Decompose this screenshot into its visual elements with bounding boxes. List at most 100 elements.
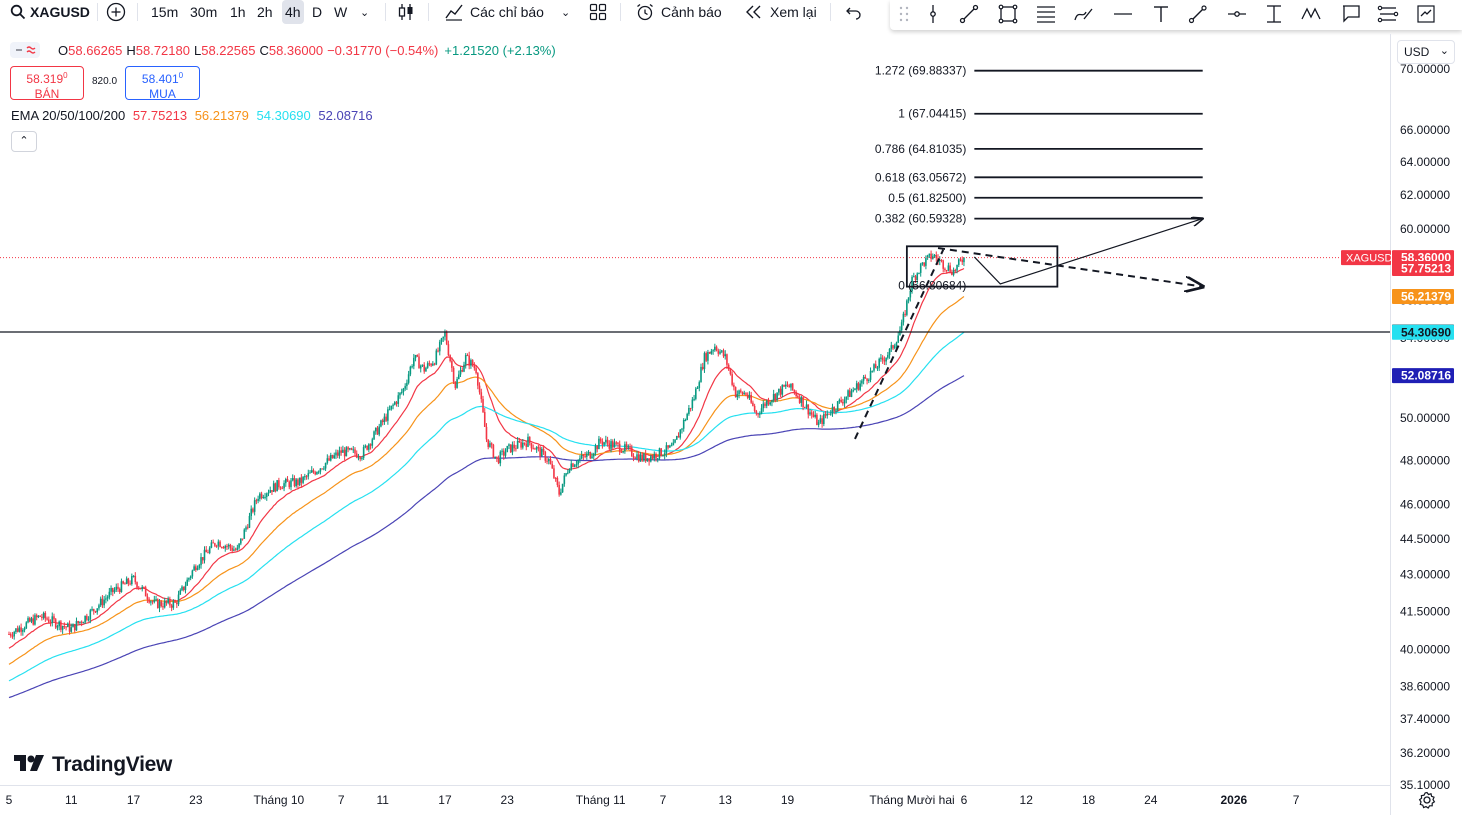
candle xyxy=(598,435,600,450)
long-position-tool-icon[interactable] xyxy=(1415,3,1437,25)
vertical-line-tool-icon[interactable] xyxy=(922,3,944,25)
replay-button[interactable]: Xem lại xyxy=(744,0,817,24)
candle-body xyxy=(404,386,406,389)
candle-body xyxy=(272,483,275,492)
candle-body xyxy=(945,269,948,271)
candle xyxy=(350,447,353,451)
callout-tool-icon[interactable] xyxy=(1340,3,1362,25)
candle-body xyxy=(561,483,564,493)
undo-button[interactable] xyxy=(845,0,863,24)
candle-body xyxy=(629,446,631,448)
candle-body xyxy=(483,412,486,427)
fib-retracement-tool-icon[interactable] xyxy=(1035,3,1057,25)
candle-body xyxy=(489,443,491,447)
candle xyxy=(207,549,209,554)
candle-body xyxy=(432,363,434,366)
collapse-legend-button[interactable]: ⌃ xyxy=(11,131,37,152)
candle xyxy=(478,382,481,395)
interval-dropdown-chevron-icon[interactable]: ⌄ xyxy=(360,6,370,19)
candle-body xyxy=(402,388,405,392)
ema100-tag-bg xyxy=(1392,324,1454,340)
fib-channel-tool-icon[interactable] xyxy=(1377,3,1399,25)
candle xyxy=(497,455,500,465)
indicators-dropdown-chevron-icon[interactable]: ⌄ xyxy=(561,6,571,19)
candle xyxy=(852,387,855,393)
candle-body xyxy=(594,445,597,454)
candle xyxy=(20,623,22,636)
candle xyxy=(80,620,83,627)
candle-body xyxy=(527,436,529,447)
candle xyxy=(324,462,327,472)
candle xyxy=(522,438,524,450)
candle-body xyxy=(200,557,202,566)
price-axis[interactable]: 35.10000 36.20000 37.40000 38.60000 40.00000… xyxy=(1400,62,1450,792)
chart-settings-button[interactable] xyxy=(1417,790,1437,810)
candle-body xyxy=(257,498,259,501)
text-tool-icon[interactable] xyxy=(1150,3,1172,25)
rectangle-tool-icon[interactable] xyxy=(997,3,1019,25)
candle-body xyxy=(368,444,370,450)
candle-body xyxy=(27,618,29,623)
legend-toggle-icon[interactable] xyxy=(10,42,40,58)
interval-30m[interactable]: 30m xyxy=(190,4,218,20)
interval-15m[interactable]: 15m xyxy=(151,4,179,20)
candle-body xyxy=(956,264,958,271)
candle-body xyxy=(741,391,744,395)
fib-label-0-618: 0.618 (63.05672) xyxy=(875,170,966,184)
horizontal-line[interactable] xyxy=(0,257,1390,333)
candle xyxy=(41,613,43,621)
pattern-tool-icon[interactable] xyxy=(1300,3,1322,25)
interval-4h[interactable]: 4h xyxy=(282,0,304,24)
candle xyxy=(928,253,931,258)
candle-type-button[interactable] xyxy=(397,0,415,24)
interval-w[interactable]: W xyxy=(334,4,348,20)
horizontal-ray-tool-icon[interactable] xyxy=(1112,3,1134,25)
candle-body xyxy=(464,355,467,365)
drawings[interactable]: 1.272 (69.88337) 1 (67.04415) 0.786 (64.81… xyxy=(854,64,1203,440)
layouts-button[interactable] xyxy=(589,0,607,24)
candle xyxy=(321,468,323,470)
add-symbol-button[interactable] xyxy=(106,0,126,24)
candle-body xyxy=(627,446,630,448)
sell-button[interactable]: 58.3190 BÁN xyxy=(10,66,84,101)
buy-button[interactable]: 58.4010 MUA xyxy=(125,66,200,101)
currency-select[interactable]: USD ⌄ xyxy=(1397,40,1455,64)
horizontal-line-tool-icon[interactable] xyxy=(1226,3,1248,25)
candle xyxy=(184,581,187,594)
candle-body xyxy=(174,601,176,603)
candle xyxy=(63,622,66,629)
indicators-button[interactable]: Các chỉ báo xyxy=(444,0,544,24)
symbol-search-button[interactable]: XAGUSD xyxy=(10,0,90,24)
brush-tool-icon[interactable] xyxy=(1072,3,1094,25)
candle-body xyxy=(186,579,188,586)
candle xyxy=(907,297,910,304)
interval-d[interactable]: D xyxy=(312,4,323,20)
price-range-tool-icon[interactable] xyxy=(1263,3,1285,25)
candle xyxy=(23,626,26,633)
candle xyxy=(18,625,21,633)
candle-body xyxy=(250,508,252,517)
time-axis[interactable]: 5 11 17 23 Tháng 10 7 11 17 23 Tháng 11 7 13 19 Tháng… xyxy=(6,793,1300,807)
alert-button[interactable]: Cảnh báo xyxy=(635,0,722,24)
ema-legend[interactable]: EMA 20/50/100/200 57.75213 56.21379 54.3… xyxy=(11,108,377,123)
candle xyxy=(245,525,247,532)
candle xyxy=(892,344,894,351)
candle-body xyxy=(816,414,818,425)
candle xyxy=(560,488,562,496)
drag-handle-icon[interactable] xyxy=(894,3,916,25)
candle-body xyxy=(797,396,799,398)
candle xyxy=(646,458,649,462)
interval-1h[interactable]: 1h xyxy=(230,4,246,20)
pencil-tool-icon[interactable] xyxy=(1187,3,1209,25)
candle xyxy=(483,407,486,427)
trend-line-tool-icon[interactable] xyxy=(958,3,980,25)
candle-body xyxy=(34,615,36,625)
candle-body xyxy=(141,586,144,590)
candle-body xyxy=(165,600,168,603)
candle xyxy=(783,384,785,388)
candle xyxy=(226,543,228,550)
candle-body xyxy=(535,447,538,450)
interval-2h[interactable]: 2h xyxy=(257,4,273,20)
time-tick-label: 17 xyxy=(127,793,141,807)
